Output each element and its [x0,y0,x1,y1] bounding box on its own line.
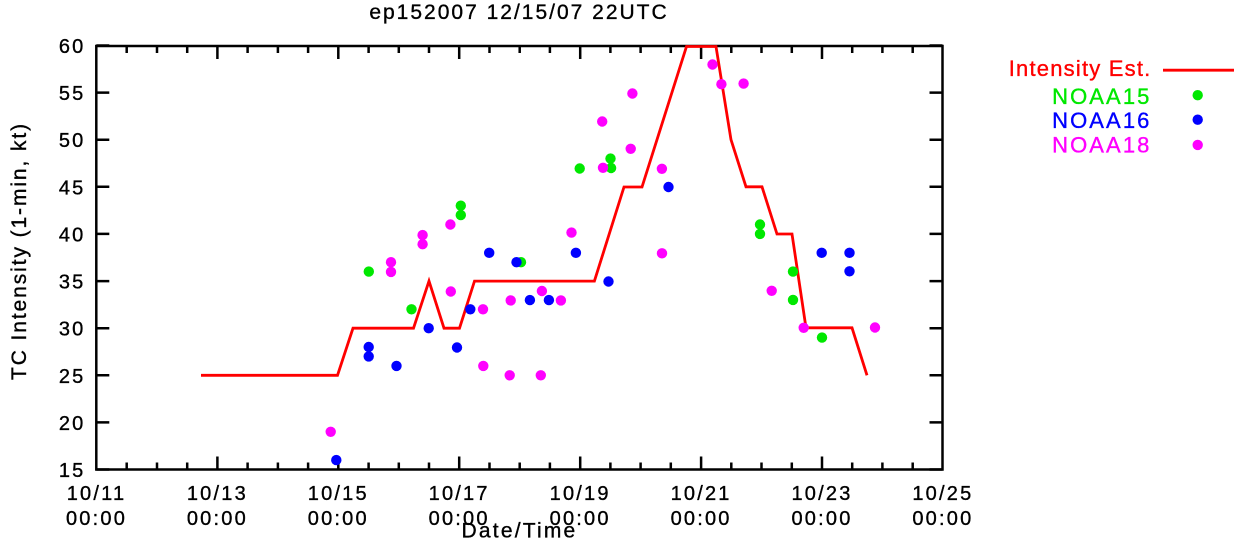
svg-text:10/13: 10/13 [187,483,248,505]
svg-text:10/21: 10/21 [671,483,732,505]
svg-text:NOAA15: NOAA15 [1052,84,1151,109]
svg-text:NOAA18: NOAA18 [1052,132,1151,157]
svg-text:55: 55 [59,83,86,105]
svg-text:10/15: 10/15 [308,483,369,505]
svg-text:00:00: 00:00 [66,508,127,530]
svg-text:60: 60 [59,36,86,58]
svg-text:10/23: 10/23 [791,483,852,505]
svg-text:40: 40 [59,224,86,246]
svg-text:00:00: 00:00 [308,508,369,530]
svg-text:Intensity Est.: Intensity Est. [1009,56,1152,81]
svg-text:00:00: 00:00 [912,508,973,530]
svg-text:NOAA16: NOAA16 [1052,108,1151,133]
svg-text:TC Intensity (1-min, kt): TC Intensity (1-min, kt) [8,122,31,380]
svg-text:10/17: 10/17 [429,483,490,505]
svg-text:20: 20 [59,413,86,435]
svg-text:35: 35 [59,272,86,294]
svg-text:00:00: 00:00 [429,508,490,530]
svg-text:Date/Time: Date/Time [462,520,578,540]
svg-text:00:00: 00:00 [187,508,248,530]
svg-text:10/11: 10/11 [67,483,127,505]
svg-text:10/25: 10/25 [912,483,973,505]
svg-text:25: 25 [59,366,86,388]
svg-text:10/19: 10/19 [550,483,611,505]
svg-text:15: 15 [59,460,86,482]
svg-text:30: 30 [59,319,86,341]
svg-text:50: 50 [59,130,86,152]
svg-text:00:00: 00:00 [550,508,611,530]
svg-text:45: 45 [59,177,86,199]
svg-text:00:00: 00:00 [791,508,852,530]
svg-text:ep152007 12/15/07 22UTC: ep152007 12/15/07 22UTC [369,1,668,24]
svg-text:00:00: 00:00 [671,508,732,530]
